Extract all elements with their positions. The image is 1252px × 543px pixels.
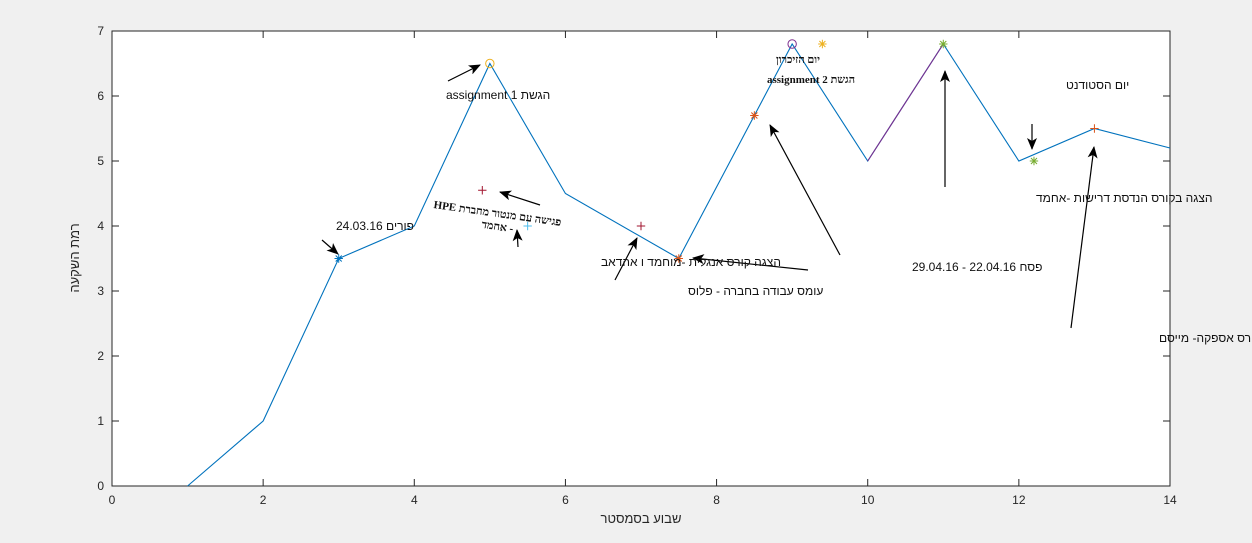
annotation-label: יום הזיכרון xyxy=(776,54,820,66)
y-tick-label: 7 xyxy=(97,24,104,38)
x-tick-label: 12 xyxy=(1012,493,1026,507)
annotation-label: הגשת assignment 2 xyxy=(767,74,855,86)
annotation-arrow xyxy=(499,190,541,206)
series-segment-highlight xyxy=(867,43,944,162)
star-marker xyxy=(818,39,827,49)
y-tick-label: 0 xyxy=(97,479,104,493)
annotation-arrow xyxy=(447,64,481,82)
x-tick-label: 0 xyxy=(109,493,116,507)
y-tick-label: 5 xyxy=(97,154,104,168)
x-axis-label: שבוע בסמסטר xyxy=(601,511,682,526)
x-tick-label: 10 xyxy=(861,493,875,507)
circle-marker xyxy=(485,58,495,69)
star-marker xyxy=(750,111,759,120)
circle-marker xyxy=(787,39,797,49)
annotation-arrow xyxy=(321,239,339,255)
y-tick-label: 1 xyxy=(97,414,104,428)
plus-marker xyxy=(523,221,532,231)
plus-marker xyxy=(1090,124,1099,133)
annotation-arrow xyxy=(512,229,523,248)
annotation-arrow xyxy=(1070,146,1098,329)
y-tick-label: 4 xyxy=(97,219,104,233)
star-marker xyxy=(334,254,343,263)
x-tick-label: 14 xyxy=(1163,493,1177,507)
annotation-arrows xyxy=(321,64,1098,329)
star-marker xyxy=(1029,156,1039,166)
x-tick-label: 4 xyxy=(411,493,418,507)
annotation-arrow xyxy=(614,237,638,281)
y-tick-label: 3 xyxy=(97,284,104,298)
y-axis-label: רמת השקעה xyxy=(67,223,82,292)
annotation-label: הגשת עבודה בקורס אספקה- מייסם xyxy=(1159,331,1252,345)
annotation-label: הצגה בקורס הנדסת דרישות -אחמד xyxy=(1036,191,1213,205)
annotation-arrow xyxy=(692,254,809,271)
annotation-label: יום הסטודנט xyxy=(1066,78,1129,92)
plus-marker xyxy=(478,186,487,195)
star-marker xyxy=(939,39,948,49)
y-tick-label: 2 xyxy=(97,349,104,363)
annotation-label: הצגה קורס אנגלית -מוחמד ו אהדאב xyxy=(601,255,781,269)
x-tick-label: 8 xyxy=(713,493,720,507)
annotation-label: הגשת assignment 1 xyxy=(446,88,550,102)
annotation-label: פסח 22.04.16 - 29.04.16 xyxy=(912,260,1042,274)
markers-layer xyxy=(334,39,1099,263)
annotation-arrow xyxy=(769,124,841,256)
x-tick-label: 2 xyxy=(260,493,267,507)
annotation-label: פורים 24.03.16 xyxy=(336,219,414,233)
y-tick-label: 6 xyxy=(97,89,104,103)
annotation-label: - אחמד xyxy=(481,219,514,235)
x-tick-label: 6 xyxy=(562,493,569,507)
plus-marker xyxy=(636,221,646,231)
plot-area xyxy=(111,30,1171,487)
star-marker xyxy=(674,254,683,263)
series-line xyxy=(187,42,1171,487)
annotation-label: עומס עבודה בחברה - פלוס xyxy=(688,284,823,298)
